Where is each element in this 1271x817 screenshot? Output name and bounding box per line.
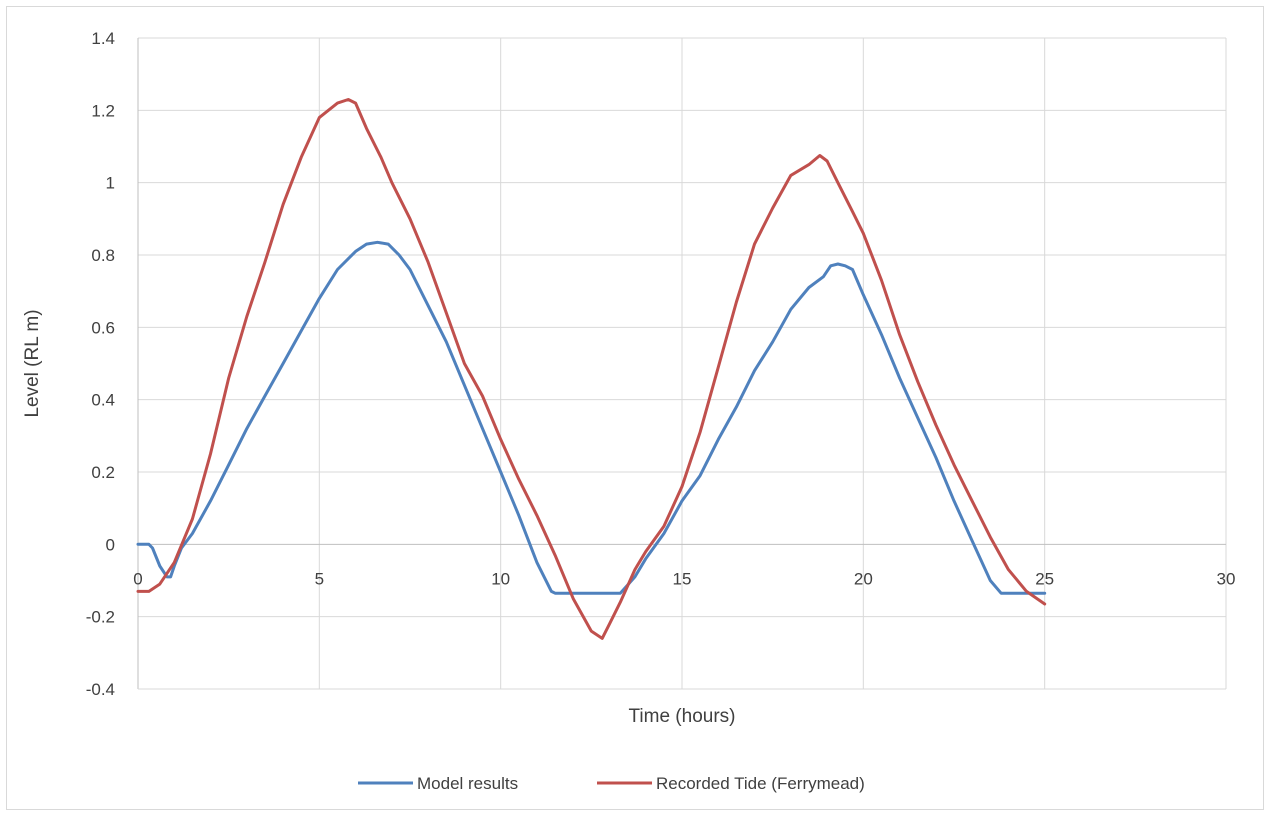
x-tick-label: 20 [854,569,873,588]
y-tick-label: 1 [106,174,115,193]
legend-label-model-results: Model results [417,774,518,793]
y-tick-label: 0.6 [91,318,115,337]
x-tick-label: 15 [673,569,692,588]
x-axis-title: Time (hours) [629,706,736,727]
y-tick-label: 1.2 [91,101,115,120]
series-line-recorded-tide [136,98,1047,640]
x-tick-label: 5 [315,569,324,588]
axes [137,38,1226,690]
x-tick-label: 10 [491,569,510,588]
legend: Model results Recorded Tide (Ferrymead) [358,774,865,793]
x-tick-label: 0 [133,569,142,588]
legend-label-recorded-tide: Recorded Tide (Ferrymead) [656,774,865,793]
tick-labels: -0.4 -0.2 0 0.2 0.4 0.6 0.8 1 1.2 1.4 0 5 10 15 20 25 30 [86,29,1236,699]
series-layer [136,98,1047,640]
y-tick-label: 0.2 [91,463,115,482]
y-tick-label: -0.4 [86,680,115,699]
x-tick-label: 30 [1217,569,1236,588]
y-tick-label: 0 [106,535,115,554]
y-tick-label: 0.4 [91,391,115,410]
gridlines [138,37,1227,690]
chart-area [6,6,1264,810]
x-tick-label: 25 [1035,569,1054,588]
y-tick-label: 0.8 [91,246,115,265]
y-axis-title: Level (RL m) [22,309,43,417]
y-tick-label: 1.4 [91,29,115,48]
y-tick-label: -0.2 [86,608,115,627]
series-line-model-results [136,240,1047,595]
